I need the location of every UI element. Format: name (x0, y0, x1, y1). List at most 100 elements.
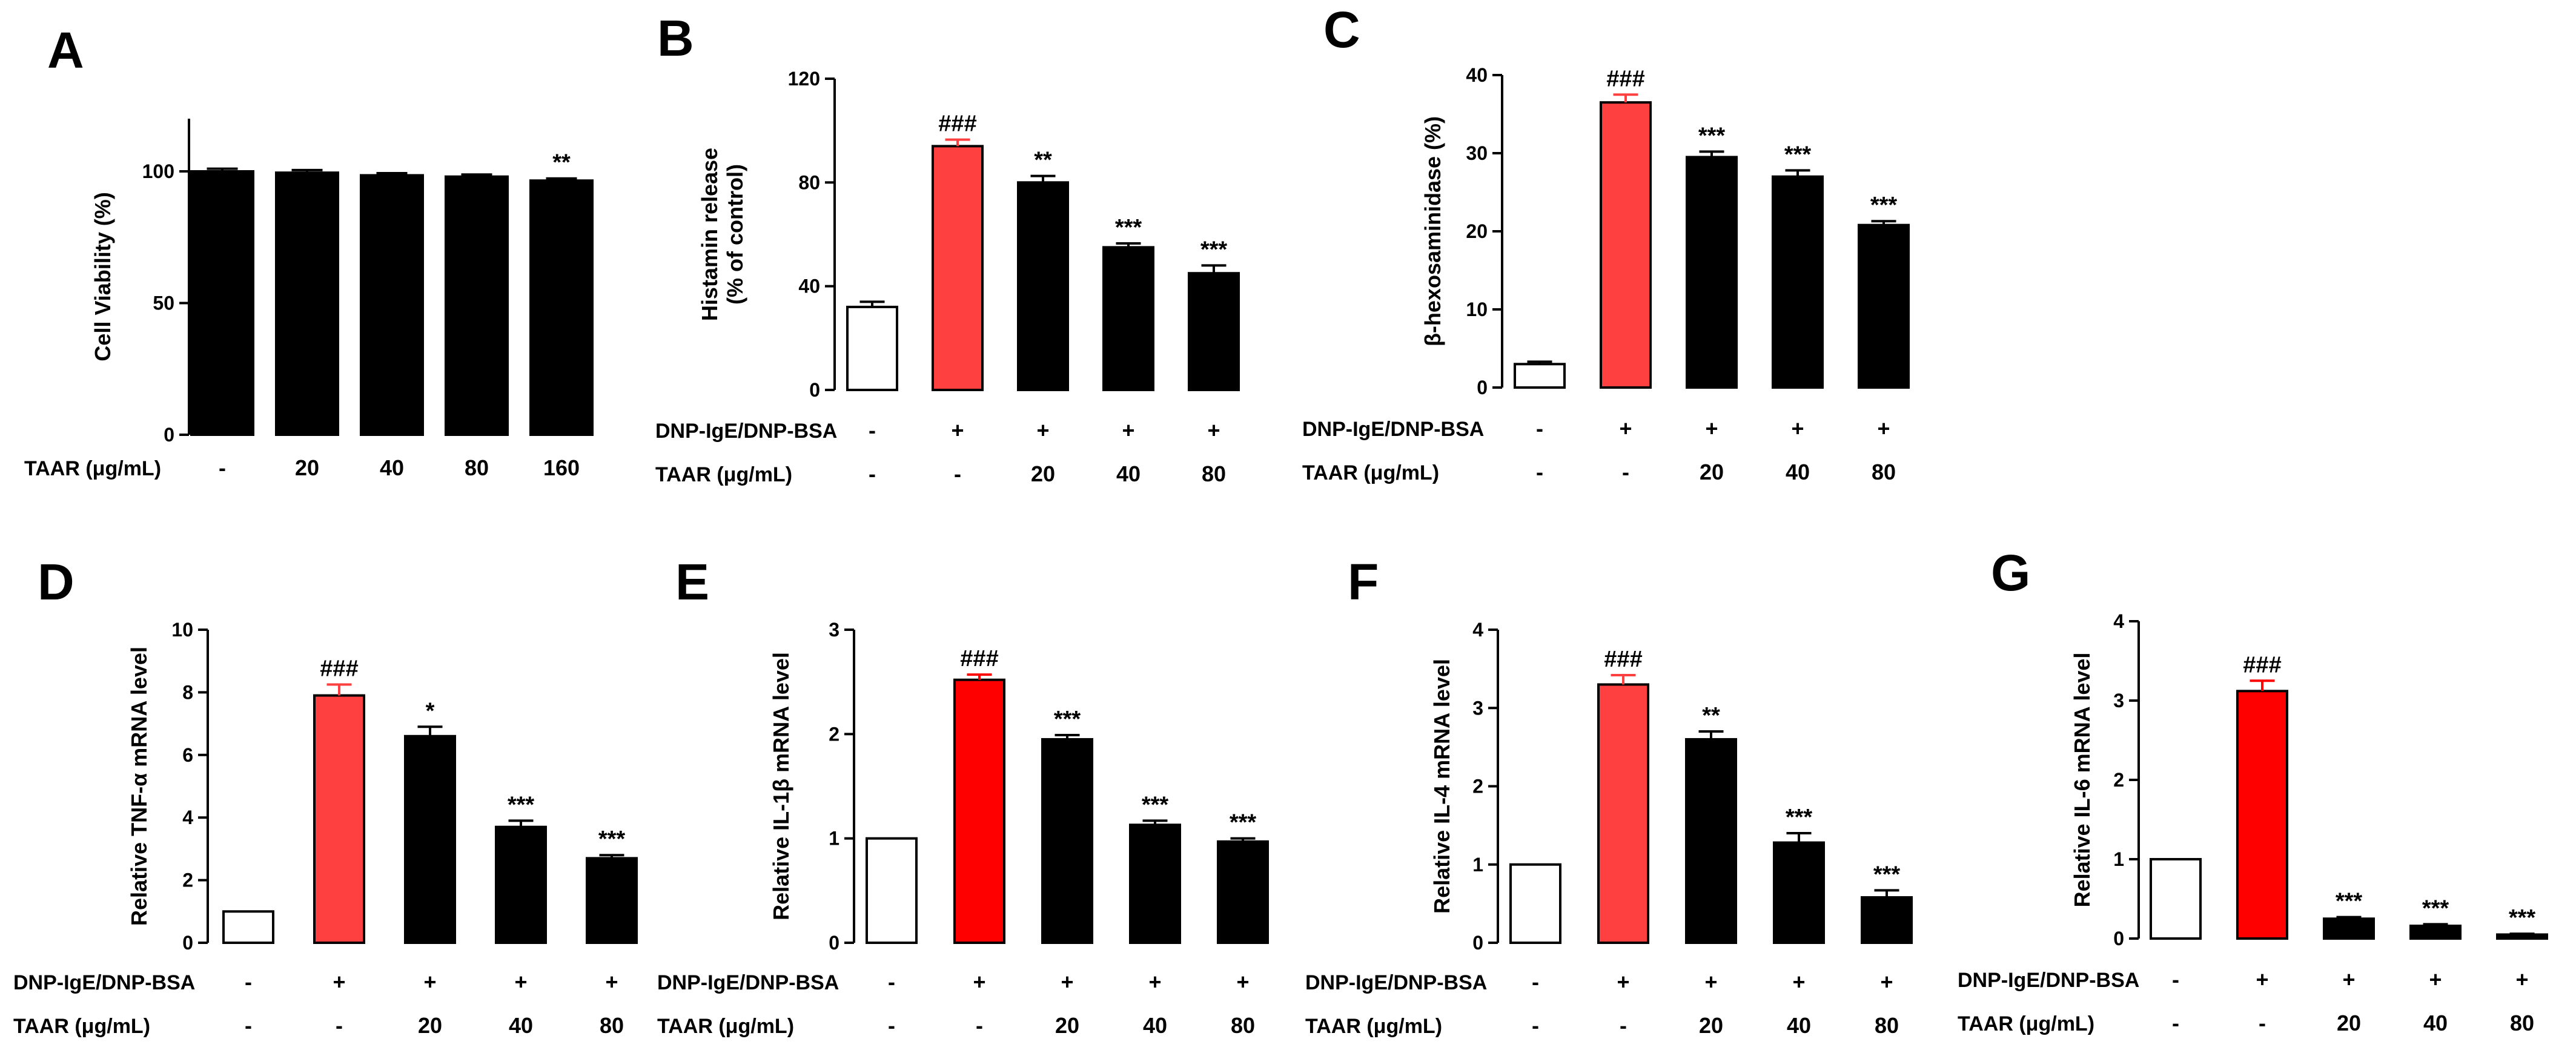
row-value: - (888, 1013, 895, 1038)
row-value: + (1617, 969, 1629, 994)
y-tick-label: 0 (182, 932, 193, 954)
significance-label: ### (1604, 647, 1642, 672)
row-label: TAAR (μg/mL) (1305, 1015, 1442, 1038)
bar (360, 174, 424, 436)
y-tick-label: 0 (2113, 928, 2124, 949)
significance-label: *** (508, 792, 535, 817)
significance-label: *** (2336, 889, 2363, 914)
row-value: + (1207, 418, 1220, 443)
significance-label: ** (552, 150, 571, 176)
bar (190, 170, 254, 436)
row-value: + (605, 969, 618, 994)
row-value: + (951, 418, 964, 443)
y-tick-label: 10 (1466, 299, 1488, 320)
bar (1772, 175, 1824, 389)
bar (275, 171, 339, 436)
y-tick-label: 4 (2113, 610, 2124, 632)
y-tick-label: 6 (182, 744, 193, 766)
y-tick-label: 3 (1472, 697, 1483, 719)
bar (932, 145, 984, 391)
row-value: + (1880, 969, 1893, 994)
y-tick-label: 2 (829, 723, 839, 745)
row-value: 20 (295, 455, 319, 480)
y-axis-title: (% of control) (723, 164, 747, 305)
significance-label: *** (1870, 193, 1898, 218)
row-value: 20 (1699, 1013, 1723, 1038)
y-tick-label: 3 (2113, 690, 2124, 711)
row-value: - (1620, 1013, 1627, 1038)
row-value: + (1061, 969, 1073, 994)
bar (404, 734, 456, 945)
bar (1017, 181, 1069, 391)
y-axis-title: Relative IL-1β mRNA level (769, 652, 793, 920)
significance-label: * (426, 698, 435, 724)
row-value: - (1622, 460, 1629, 484)
bar (495, 825, 547, 944)
y-tick-label: 2 (182, 870, 193, 891)
row-label: TAAR (μg/mL) (13, 1015, 150, 1038)
significance-label: *** (1200, 237, 1228, 262)
row-label: DNP-IgE/DNP-BSA (1302, 418, 1484, 441)
row-value: - (2259, 1011, 2266, 1035)
row-value: + (1877, 416, 1890, 441)
row-label: DNP-IgE/DNP-BSA (657, 971, 839, 994)
row-value: + (1036, 418, 1049, 443)
row-value: 40 (1786, 460, 1810, 484)
row-value: 160 (543, 455, 580, 480)
panel-c: C 0 10 20 30 40 β-hexosaminidase (%) ### *** *** *… (1302, 1, 1910, 484)
bar (866, 837, 918, 944)
panel-e: E 0 1 2 3 Relative IL-1β mRNA level ### *** *** *… (657, 553, 1269, 1038)
significance-label: *** (1054, 707, 1081, 732)
y-axis-title: Relative IL-6 mRNA level (2070, 653, 2094, 908)
bar (1514, 363, 1566, 389)
row-value: + (2342, 967, 2355, 992)
bar (1188, 272, 1240, 391)
row-label: TAAR (μg/mL) (1958, 1012, 2094, 1035)
y-tick-label: 0 (829, 932, 839, 954)
bar (1858, 223, 1910, 389)
y-tick-label: 2 (2113, 769, 2124, 791)
row-value: 40 (1116, 461, 1141, 486)
row-value: - (888, 969, 895, 994)
row-value: + (1791, 416, 1804, 441)
row-value: + (1148, 969, 1161, 994)
row-value: + (333, 969, 345, 994)
y-tick-label: 30 (1466, 142, 1488, 164)
y-tick-label: 4 (182, 807, 193, 828)
bar (846, 305, 898, 391)
row-label: DNP-IgE/DNP-BSA (1305, 971, 1487, 994)
row-value: 20 (2337, 1011, 2361, 1035)
row-value: 80 (1875, 1013, 1899, 1038)
significance-label: ** (1034, 148, 1052, 173)
row-value: - (1536, 460, 1543, 484)
row-value: - (245, 1013, 252, 1038)
significance-label: ** (1702, 703, 1720, 728)
y-tick-label: 2 (1472, 776, 1483, 797)
bar (953, 678, 1005, 944)
panel-a: A 0 50 100 Cell Viability (%) ** TAAR (μg/mL) -… (24, 22, 594, 480)
row-value: + (514, 969, 527, 994)
significance-label: ### (2243, 652, 2281, 678)
panel-letter: F (1348, 553, 1379, 610)
row-value: 20 (1055, 1013, 1079, 1038)
significance-label: *** (1698, 123, 1726, 148)
row-label: DNP-IgE/DNP-BSA (13, 971, 195, 994)
bar (1600, 101, 1652, 389)
y-tick-label: 8 (182, 681, 193, 703)
y-tick-label: 20 (1466, 220, 1488, 242)
row-label: TAAR (μg/mL) (655, 463, 792, 486)
row-value: 40 (380, 455, 404, 480)
row-value: + (2515, 967, 2528, 992)
bar (1041, 738, 1093, 944)
bar (2150, 858, 2202, 940)
significance-label: *** (1142, 792, 1169, 817)
bar (1217, 840, 1269, 944)
row-value: + (2256, 967, 2268, 992)
bar (222, 910, 274, 945)
y-tick-label: 0 (1472, 932, 1483, 954)
panel-b: B 0 40 80 120 Histamin release (% of control) #… (655, 10, 1240, 486)
significance-label: ### (960, 646, 998, 672)
